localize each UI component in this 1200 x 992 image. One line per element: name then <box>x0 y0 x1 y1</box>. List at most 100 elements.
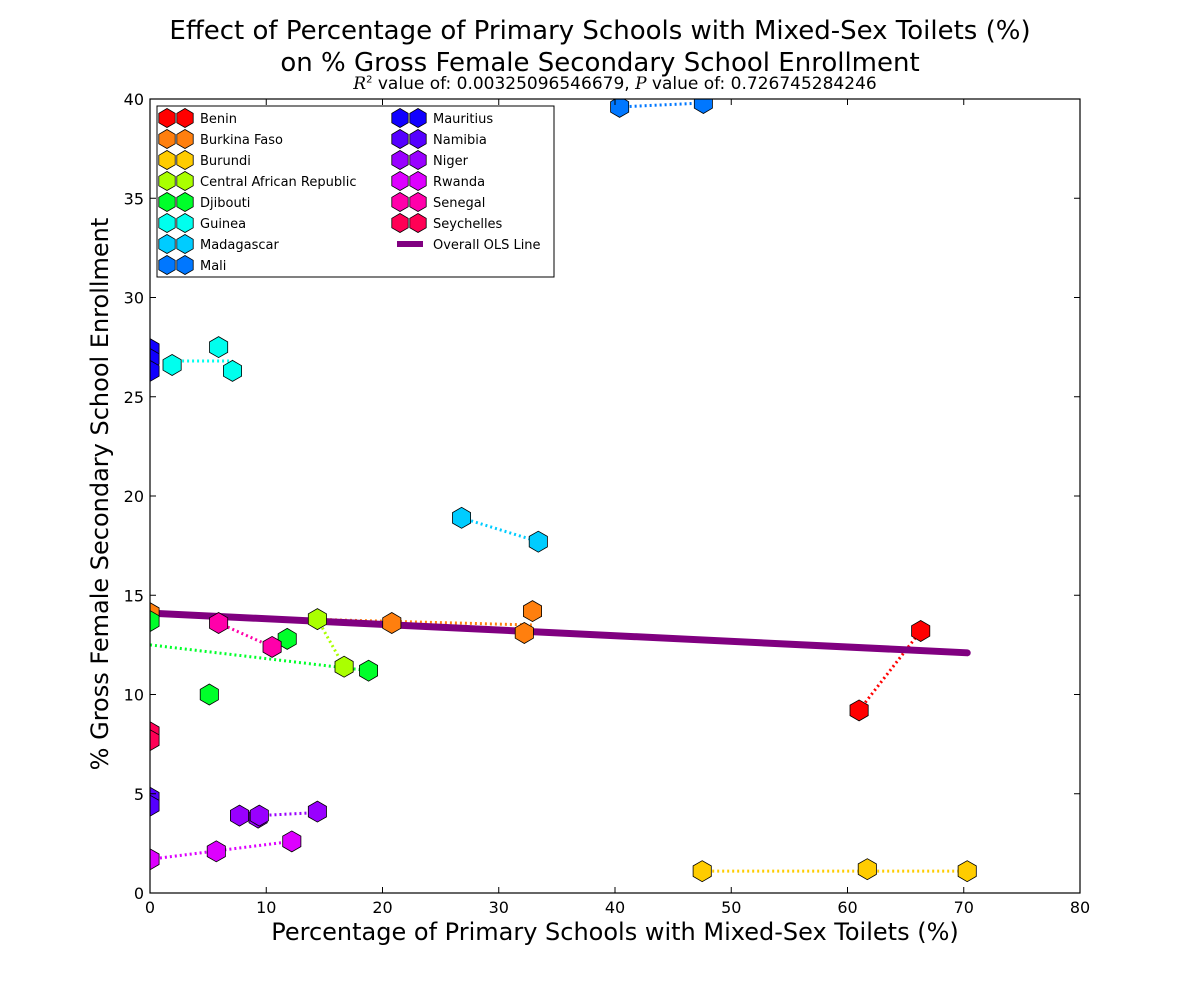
point-seychelles-1 <box>150 729 160 752</box>
y-tick-label-15: 15 <box>124 586 144 605</box>
x-tick-label-80: 80 <box>1070 898 1090 917</box>
legend-marker-namibia-a <box>391 129 409 149</box>
point-senegal-1 <box>262 635 282 658</box>
legend-marker-niger-b <box>409 150 427 170</box>
x-tick-label-0: 0 <box>145 898 155 917</box>
legend-label-rwanda: Rwanda <box>433 175 485 190</box>
legend-label-seychelles: Seychelles <box>433 217 503 232</box>
y-tick-label-30: 30 <box>124 289 144 308</box>
point-niger-2 <box>249 804 269 827</box>
legend-marker-djibouti-b <box>176 192 194 212</box>
legend-marker-namibia-b <box>409 129 427 149</box>
x-tick-label-30: 30 <box>489 898 509 917</box>
point-madagascar-1 <box>528 530 548 553</box>
legend-marker-madagascar-b <box>176 234 194 254</box>
point-central-african-republic-0 <box>307 608 327 631</box>
point-burundi-2 <box>957 860 977 883</box>
legend: Benin Burkina Faso Burundi Central African … <box>156 105 555 278</box>
legend-marker-burundi-b <box>176 150 194 170</box>
y-tick-label-10: 10 <box>124 686 144 705</box>
legend-label-mali: Mali <box>200 259 226 274</box>
y-tick-label-35: 35 <box>124 189 144 208</box>
x-tick-label-50: 50 <box>721 898 741 917</box>
plot-area <box>150 99 977 883</box>
legend-marker-seychelles-a <box>391 213 409 233</box>
point-senegal-0 <box>209 612 229 634</box>
ols-line <box>150 609 971 657</box>
legend-marker-mauritius-b <box>409 108 427 128</box>
fit-line-benin <box>857 630 922 712</box>
point-mali-1 <box>693 99 713 114</box>
point-burundi-1 <box>857 858 877 881</box>
x-tick-label-10: 10 <box>256 898 276 917</box>
legend-marker-central-african-republic-b <box>176 171 194 191</box>
legend-marker-central-african-republic-a <box>158 171 176 191</box>
legend-box <box>156 105 555 278</box>
p-value: value of: 0.726745284246 <box>646 74 877 94</box>
point-burkina-faso-2 <box>514 622 534 644</box>
legend-marker-senegal-b <box>409 192 427 212</box>
legend-marker-benin-a <box>158 108 176 128</box>
fit-line-mali <box>619 101 704 109</box>
point-djibouti-0 <box>150 610 160 633</box>
point-guinea-1 <box>209 336 229 359</box>
y-tick-label-25: 25 <box>124 388 144 407</box>
legend-marker-seychelles-b <box>409 213 427 233</box>
fit-line-djibouti <box>150 643 369 673</box>
x-tick-label-20: 20 <box>372 898 392 917</box>
legend-marker-rwanda-a <box>391 171 409 191</box>
legend-marker-burkina-faso-b <box>176 129 194 149</box>
legend-marker-niger-a <box>391 150 409 170</box>
legend-marker-senegal-a <box>391 192 409 212</box>
point-madagascar-0 <box>452 506 472 529</box>
point-mauritius-2 <box>150 359 160 382</box>
y-tick-label-5: 5 <box>134 785 144 804</box>
point-niger-0 <box>229 804 250 827</box>
legend-marker-mali-a <box>158 255 176 275</box>
legend-label-niger: Niger <box>433 154 469 169</box>
legend-label-burundi: Burundi <box>200 154 251 169</box>
legend-marker-mali-b <box>176 255 194 275</box>
legend-marker-guinea-a <box>158 213 176 233</box>
point-niger-3 <box>307 800 327 823</box>
legend-label-madagascar: Madagascar <box>200 238 280 253</box>
legend-label-central-african-republic: Central African Republic <box>200 175 356 190</box>
x-tick-label-70: 70 <box>954 898 974 917</box>
point-rwanda-0 <box>150 848 160 871</box>
point-djibouti-3 <box>359 659 379 682</box>
chart-subtitle: R2 value of: 0.00325096546679, P value o… <box>0 74 1200 94</box>
r2-symbol: R <box>353 74 367 94</box>
chart-title-line-1: Effect of Percentage of Primary Schools … <box>169 16 1031 46</box>
legend-marker-benin-b <box>176 108 194 128</box>
legend-label-overall-ols-line: Overall OLS Line <box>433 238 541 253</box>
point-djibouti-2 <box>277 627 297 650</box>
fit-line-madagascar <box>461 516 539 544</box>
r2-superscript: 2 <box>366 74 373 86</box>
point-guinea-0 <box>162 354 182 376</box>
legend-marker-mauritius-a <box>391 108 409 128</box>
point-burkina-faso-1 <box>382 612 402 634</box>
legend-marker-madagascar-a <box>158 234 176 254</box>
p-symbol: P <box>635 74 647 94</box>
legend-label-burkina-faso: Burkina Faso <box>200 133 283 148</box>
point-rwanda-1 <box>206 840 226 863</box>
point-benin-1 <box>911 620 931 642</box>
y-tick-label-20: 20 <box>124 487 144 506</box>
y-tick-label-0: 0 <box>134 884 144 903</box>
legend-label-namibia: Namibia <box>433 133 487 148</box>
legend-marker-burkina-faso-a <box>158 129 176 149</box>
point-burundi-0 <box>692 860 712 883</box>
axes: 0 10 20 30 40 50 60 70 80 0 5 10 15 20 25 30 35 40 <box>124 90 1091 917</box>
y-tick-label-40: 40 <box>124 90 144 109</box>
point-rwanda-2 <box>282 830 302 853</box>
legend-label-benin: Benin <box>200 112 237 127</box>
chart-title-line-2: on % Gross Female Secondary School Enrol… <box>280 48 920 78</box>
legend-marker-guinea-b <box>176 213 194 233</box>
x-tick-label-40: 40 <box>605 898 625 917</box>
point-namibia-1 <box>150 794 160 817</box>
legend-marker-rwanda-b <box>409 171 427 191</box>
legend-label-guinea: Guinea <box>200 217 246 232</box>
x-axis-label: Percentage of Primary Schools with Mixed… <box>271 918 959 946</box>
legend-marker-burundi-a <box>158 150 176 170</box>
